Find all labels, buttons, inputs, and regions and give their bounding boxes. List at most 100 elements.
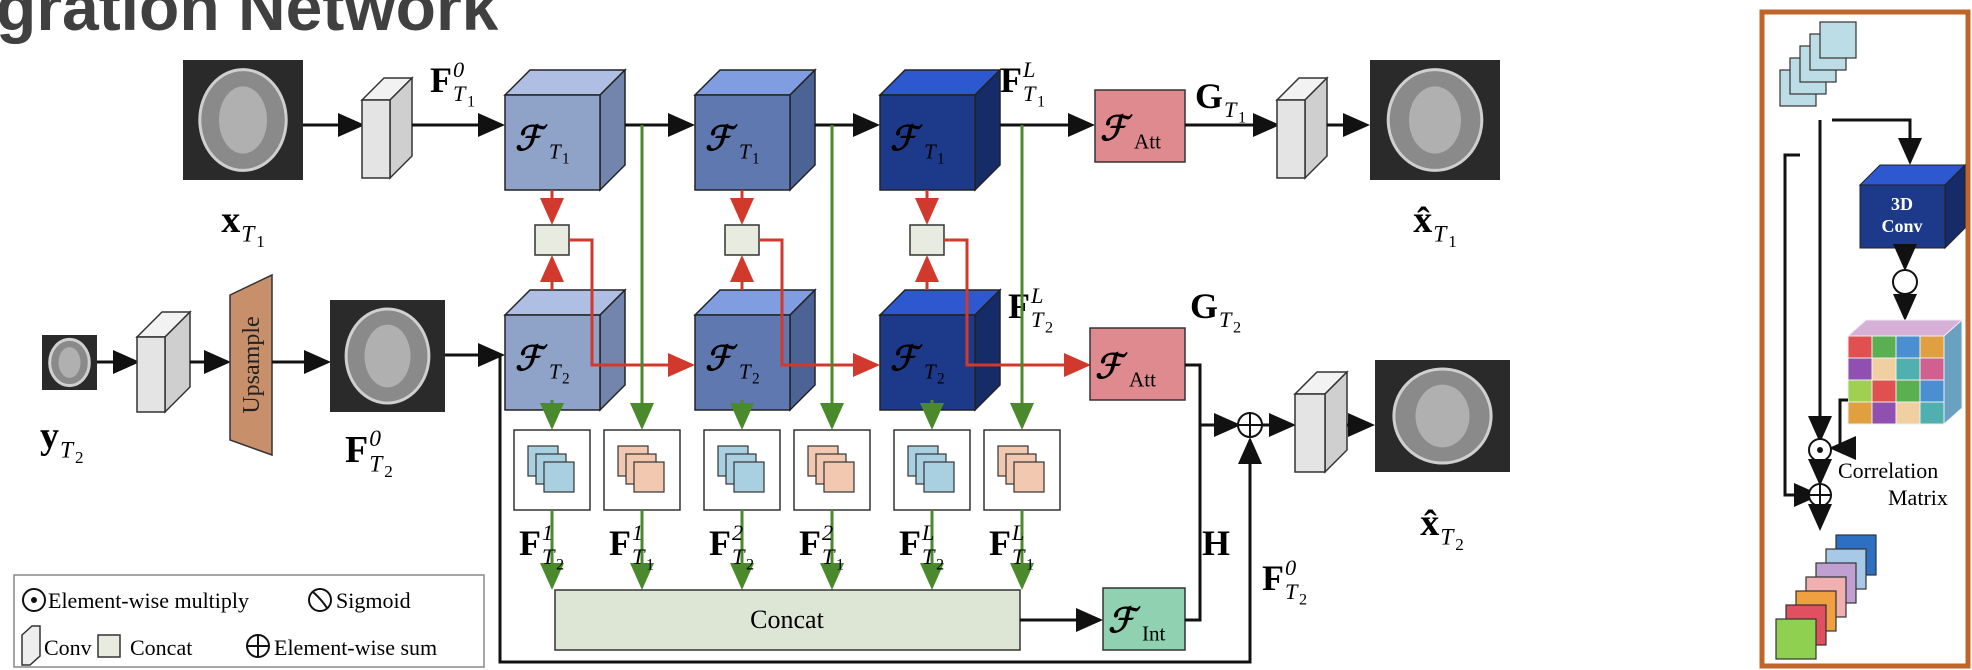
brain-image: [365, 325, 411, 388]
math-sub: Att: [1134, 130, 1161, 154]
math-sub: 1: [836, 555, 844, 573]
math-sub: 2: [937, 371, 945, 388]
math-sub: T: [1012, 544, 1026, 569]
math-sub: 1: [562, 151, 570, 168]
math-sub: 2: [936, 555, 944, 573]
math-sub: 1: [1037, 92, 1045, 110]
multiply-node: [1817, 447, 1823, 453]
math-sub: 2: [752, 371, 760, 388]
conv-layer: [1277, 100, 1305, 178]
matrix-cell: [1848, 402, 1872, 424]
concat-node: [910, 225, 944, 255]
feature-map: [824, 462, 854, 492]
matrix-cell: [1848, 358, 1872, 380]
connector: [1832, 400, 1848, 448]
conv-label: 3D: [1891, 194, 1913, 214]
conv-layer: [362, 100, 390, 178]
matrix-cell: [1896, 358, 1920, 380]
math-sub: T: [241, 222, 256, 248]
matrix-cell: [1920, 402, 1944, 424]
math-label: x: [221, 199, 240, 241]
math-sup: L: [921, 520, 934, 545]
math-sub: 2: [1455, 535, 1464, 554]
math-sub: 2: [1045, 318, 1053, 336]
title: gration Network: [0, 0, 499, 44]
matrix-label: Matrix: [1888, 485, 1948, 510]
math-sub: T: [924, 140, 937, 164]
brain-image: [1409, 86, 1461, 153]
math-sub: T: [369, 452, 384, 478]
feature-map: [634, 462, 664, 492]
math-sub: T: [1224, 97, 1238, 122]
conv-label: Conv: [1881, 216, 1922, 236]
math-label: y: [40, 415, 59, 457]
math-sup: L: [1011, 520, 1024, 545]
output-map: [1776, 619, 1816, 659]
math-sub: T: [1023, 81, 1037, 106]
math-sub: T: [453, 81, 467, 106]
math-sub: 1: [256, 232, 265, 251]
sigmoid-node: [1893, 270, 1917, 294]
matrix-cell: [1872, 380, 1896, 402]
conv-layer: [137, 337, 165, 412]
math-sub: T: [732, 544, 746, 569]
diagram: gration Network xT1F0T1ℱT1ℱT2ℱT1ℱT2ℱT1ℱT…: [0, 0, 1972, 670]
math-sub: 2: [746, 555, 754, 573]
matrix-top: [1848, 320, 1962, 336]
math-label: F: [1008, 286, 1030, 326]
math-sub: 1: [1448, 232, 1457, 251]
math-sub: T: [1440, 525, 1455, 551]
math-label: F: [430, 60, 452, 100]
math-label: F: [899, 523, 921, 563]
matrix-cell: [1920, 358, 1944, 380]
math-sub: T: [1433, 222, 1448, 248]
matrix-cell: [1872, 402, 1896, 424]
math-sub: T: [1219, 307, 1233, 332]
math-label: G: [1195, 76, 1223, 116]
brain-image: [59, 347, 81, 378]
math-label: F: [1262, 558, 1284, 598]
math-sub: 1: [1026, 555, 1034, 573]
math-label: F: [345, 429, 368, 471]
math-label: F: [799, 523, 821, 563]
legend-icon: [22, 626, 40, 665]
math-sup: L: [1030, 283, 1043, 308]
concat-node: [535, 225, 569, 255]
legend-label: Element-wise sum: [274, 635, 437, 660]
math-label: F: [1000, 60, 1022, 100]
feature-map: [1820, 22, 1856, 58]
math-sub: Att: [1129, 368, 1156, 392]
connector: [1832, 120, 1910, 162]
feature-map: [924, 462, 954, 492]
math-sub: Int: [1142, 622, 1166, 646]
matrix-side: [1944, 320, 1962, 424]
math-sub: T: [739, 360, 752, 384]
concat-label: Concat: [750, 605, 824, 634]
legend-icon: [98, 635, 120, 657]
matrix-cell: [1896, 380, 1920, 402]
math-sub: 2: [562, 371, 570, 388]
math-label: F: [709, 523, 731, 563]
matrix-cell: [1848, 380, 1872, 402]
matrix-cell: [1848, 336, 1872, 358]
matrix-cell: [1920, 380, 1944, 402]
math-sub: T: [542, 544, 556, 569]
matrix-cell: [1920, 336, 1944, 358]
connector: [1185, 365, 1238, 425]
math-sub: 2: [1299, 590, 1307, 608]
concat-node: [725, 225, 759, 255]
connector: [1185, 425, 1200, 620]
math-label: H: [1202, 523, 1230, 563]
math-sub: T: [632, 544, 646, 569]
math-sub: 2: [1233, 318, 1241, 336]
math-label: x̂: [1420, 502, 1439, 544]
feature-map: [734, 462, 764, 492]
math-sub: T: [739, 140, 752, 164]
math-sub: T: [1031, 307, 1045, 332]
legend-label: Element-wise multiply: [48, 588, 249, 613]
math-label: F: [519, 523, 541, 563]
feature-map: [544, 462, 574, 492]
math-sup: 2: [732, 520, 743, 545]
math-label: F: [989, 523, 1011, 563]
math-sub: 1: [467, 92, 475, 110]
